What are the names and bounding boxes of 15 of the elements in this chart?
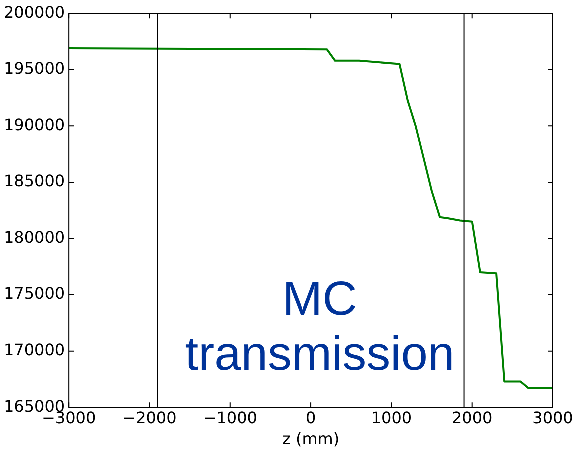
x-tick-label: 1000: [371, 408, 412, 428]
x-tick-label: 2000: [452, 408, 493, 428]
x-tick-label: −2000: [122, 408, 177, 428]
y-tick-label: 190000: [4, 115, 66, 134]
x-tick-label: 0: [306, 408, 316, 428]
y-tick-label: 180000: [4, 228, 66, 247]
x-axis-title: z (mm): [282, 430, 340, 449]
y-tick-label: 195000: [4, 59, 66, 78]
y-tick-label: 185000: [4, 172, 66, 191]
x-tick-label: 3000: [532, 408, 574, 428]
y-tick-label: 175000: [4, 284, 66, 304]
x-tick-label: −1000: [203, 408, 258, 428]
y-tick-label: 170000: [4, 340, 66, 360]
annotation: MC transmission: [184, 272, 456, 382]
y-tick-label: 200000: [4, 2, 66, 22]
